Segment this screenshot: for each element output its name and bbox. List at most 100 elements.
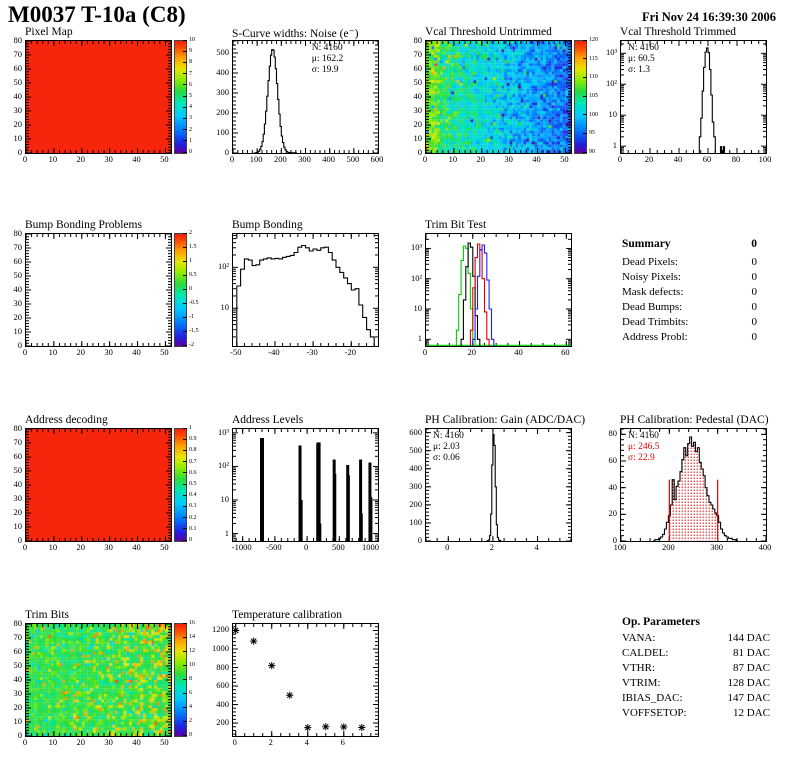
pixel_map-colorbar-label: 9 xyxy=(189,48,192,55)
scurve_noise-xtick-label: 500 xyxy=(346,154,360,164)
vcal_untrimmed-colorbar-label: 110 xyxy=(589,74,598,81)
pixel_map-colorbar-tick xyxy=(183,140,187,142)
ph_gain-stats: N: 4160 μ: 2.03 σ: 0.06 xyxy=(433,431,464,464)
pixel_map-colorbar-tick xyxy=(183,95,187,97)
vcal_trimmed-xtick-label: 80 xyxy=(731,154,741,164)
vcal_trimmed-xtick-label: 100 xyxy=(758,154,772,164)
scurve_noise-title: S-Curve widths: Noise (e⁻) xyxy=(232,28,359,40)
trim_bit_test-xtick-label: 40 xyxy=(514,347,523,357)
ph_pedestal-content xyxy=(620,428,767,542)
address_decoding-ytick-label: 30 xyxy=(13,493,23,503)
ph_gain-xtick-label: 2 xyxy=(489,542,495,552)
vcal_untrimmed-xtick-label: 40 xyxy=(532,154,541,164)
ph_gain-stat-line: σ: 0.06 xyxy=(433,453,460,463)
scurve_noise-xtick-label: 100 xyxy=(249,154,263,164)
trim_bits-colorbar-label: 8 xyxy=(189,676,192,682)
scurve_noise-content xyxy=(232,40,379,154)
temp_cal-ytick-label: 800 xyxy=(216,661,229,672)
address_decoding-canvas xyxy=(26,429,171,541)
vcal_untrimmed-xtick-label: 30 xyxy=(504,154,513,164)
op-parameter-row-label: VTRIM: xyxy=(622,677,661,689)
temperature-calibration-chart: Temperature calibration 0 2 4 6 200 400 600 800 1… xyxy=(205,609,405,759)
op-parameter-row-value: 81 DAC xyxy=(733,647,770,659)
bump-bonding-problems-chart: Bump Bonding Problems 0 10 20 30 40 50 0 10 20 30 4… xyxy=(0,219,199,369)
ph-calibration-pedestal-chart: PH Calibration: Pedestal (DAC) 100 200 300 4… xyxy=(593,414,793,564)
address_decoding-colorbar-tick xyxy=(183,494,187,496)
trim_bits-colorbar-label: 10 xyxy=(189,662,195,668)
address_decoding-xtick-label: 0 xyxy=(22,542,28,552)
scurve_noise-ytick-label: 500 xyxy=(216,47,229,57)
op-parameter-row-label: CALDEL: xyxy=(622,647,669,659)
ph_pedestal-ytick-label: 80 xyxy=(608,428,618,439)
bb_problems-colorbar-label: 1.5 xyxy=(189,244,197,250)
vcal_untrimmed-plot-area xyxy=(425,40,572,154)
trim_bits-plot-area xyxy=(25,623,172,737)
pixel_map-colorbar-tick xyxy=(183,129,187,131)
summary-row-label: Dead Pixels: xyxy=(622,256,678,268)
vcal_trimmed-title: Vcal Threshold Trimmed xyxy=(620,26,737,38)
bb_problems-xtick-label: 50 xyxy=(160,347,169,357)
address_levels-xtick-label: 0 xyxy=(303,542,309,552)
trim_bit_test-xtick-label: 60 xyxy=(561,347,570,357)
vcal_untrimmed-colorbar-label: 100 xyxy=(589,111,598,118)
pixel_map-colorbar-tick xyxy=(183,50,187,52)
temp_cal-xtick-label: 4 xyxy=(304,737,309,747)
ph_pedestal-stat-line: σ: 22.9 xyxy=(628,453,655,463)
ph_pedestal-ytick-label: 0 xyxy=(612,535,617,545)
ph_pedestal-xtick-label: 300 xyxy=(710,542,724,552)
summary-row-label: Address Probl: xyxy=(622,331,688,343)
bb_problems-colorbar-tick xyxy=(183,288,187,290)
address_decoding-colorbar-label: 0.3 xyxy=(189,503,197,510)
summary-row: Noisy Pixels: 0 xyxy=(622,270,757,285)
bb_problems-colorbar-tick xyxy=(183,260,187,262)
ph_gain-title: PH Calibration: Gain (ADC/DAC) xyxy=(425,414,586,426)
pixel_map-colorbar xyxy=(174,40,187,154)
summary-row-value: 0 xyxy=(751,316,758,328)
bb_problems-ytick-label: 80 xyxy=(13,228,23,238)
page-date: Fri Nov 24 16:39:30 2006 xyxy=(641,10,776,24)
vcal_untrimmed-ytick-label: 60 xyxy=(413,63,423,73)
pixel_map-xtick-label: 20 xyxy=(76,154,86,164)
pixel_map-ytick-label: 60 xyxy=(13,63,23,73)
trim_bits-canvas xyxy=(26,624,171,736)
pixel_map-colorbar-label: 1 xyxy=(189,137,192,144)
address_decoding-ytick-label: 20 xyxy=(13,507,23,517)
op-parameter-row: VOFFSETOP: 12 DAC xyxy=(622,706,770,721)
summary-header: Summary 0 xyxy=(622,237,757,252)
pixel_map-ytick-label: 50 xyxy=(13,77,23,87)
address_decoding-colorbar-label: 0.7 xyxy=(189,458,197,465)
bump_bonding-plot-area xyxy=(232,233,379,347)
bb_problems-xtick-label: 40 xyxy=(132,347,141,357)
address_decoding-colorbar-label: 0.1 xyxy=(189,525,197,532)
pixel_map-colorbar-tick xyxy=(183,73,187,75)
address_decoding-ytick-label: 70 xyxy=(13,437,23,447)
address_decoding-colorbar-label: 0.8 xyxy=(189,447,197,454)
address_levels-plot-area xyxy=(232,428,379,542)
summary-title: Summary xyxy=(622,238,671,250)
address_decoding-colorbar-tick xyxy=(183,483,187,485)
pixel_map-content xyxy=(25,40,172,154)
address_decoding-colorbar xyxy=(174,428,187,542)
address_decoding-ytick-label: 10 xyxy=(13,521,23,531)
scurve_noise-stat-line: N: 4160 xyxy=(311,43,343,53)
address_decoding-colorbar-label: 0.2 xyxy=(189,514,197,521)
trim_bits-colorbar-tick xyxy=(183,692,187,694)
trim_bits-colorbar-label: 16 xyxy=(189,620,195,626)
trim_bits-ytick-label: 60 xyxy=(13,646,23,656)
temp_cal-ytick-label: 600 xyxy=(216,680,229,691)
op-parameter-row-label: IBIAS_DAC: xyxy=(622,692,683,704)
temp_cal-ytick-label: 1000 xyxy=(212,642,229,653)
summary-row: Mask defects: 0 xyxy=(622,285,757,300)
ph_gain-ytick-label: 0 xyxy=(417,535,422,545)
trim_bit_test-ytick-label: 10³ xyxy=(410,242,422,253)
pixel_map-title: Pixel Map xyxy=(25,26,73,38)
trim_bits-xtick-label: 40 xyxy=(132,737,141,747)
pixel_map-colorbar-label: 10 xyxy=(189,37,195,43)
bb_problems-colorbar-label: -1.5 xyxy=(189,328,199,334)
address_decoding-colorbar-label: 0.9 xyxy=(189,436,197,443)
vcal_trimmed-stats: N: 4160 μ: 60.5 σ: 1.3 xyxy=(628,43,659,76)
scurve_noise-stat-line: μ: 162.2 xyxy=(311,54,344,64)
bb_problems-ytick-label: 10 xyxy=(13,326,23,336)
vcal_untrimmed-xtick-label: 20 xyxy=(476,154,486,164)
bump_bonding-xtick-label: -30 xyxy=(306,347,318,357)
